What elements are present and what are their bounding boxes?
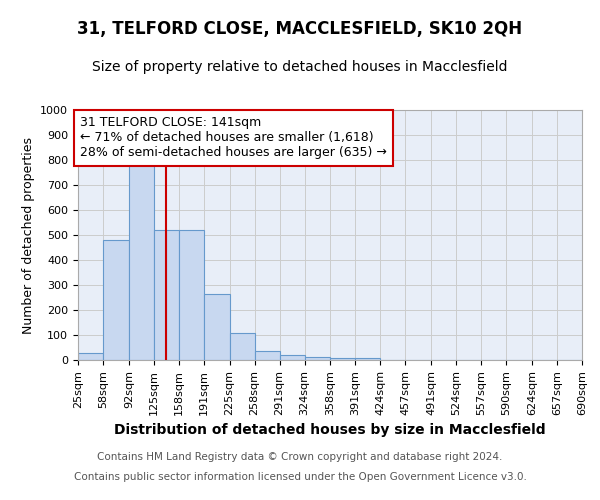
Bar — [78, 352, 103, 360]
Text: 31 TELFORD CLOSE: 141sqm
← 71% of detached houses are smaller (1,618)
28% of sem: 31 TELFORD CLOSE: 141sqm ← 71% of detach… — [80, 116, 387, 159]
Bar — [355, 358, 380, 360]
Bar — [305, 357, 331, 360]
Bar — [230, 332, 254, 360]
Text: Contains HM Land Registry data © Crown copyright and database right 2024.: Contains HM Land Registry data © Crown c… — [97, 452, 503, 462]
Text: 31, TELFORD CLOSE, MACCLESFIELD, SK10 2QH: 31, TELFORD CLOSE, MACCLESFIELD, SK10 2Q… — [77, 20, 523, 38]
Bar — [179, 230, 204, 360]
Bar — [254, 350, 280, 360]
Bar — [166, 230, 179, 360]
Bar — [331, 358, 355, 360]
X-axis label: Distribution of detached houses by size in Macclesfield: Distribution of detached houses by size … — [114, 423, 546, 437]
Y-axis label: Number of detached properties: Number of detached properties — [22, 136, 35, 334]
Bar — [154, 230, 166, 360]
Bar — [129, 155, 154, 360]
Bar — [103, 240, 129, 360]
Text: Size of property relative to detached houses in Macclesfield: Size of property relative to detached ho… — [92, 60, 508, 74]
Text: Contains public sector information licensed under the Open Government Licence v3: Contains public sector information licen… — [74, 472, 526, 482]
Bar — [280, 354, 305, 360]
Bar — [204, 294, 230, 360]
